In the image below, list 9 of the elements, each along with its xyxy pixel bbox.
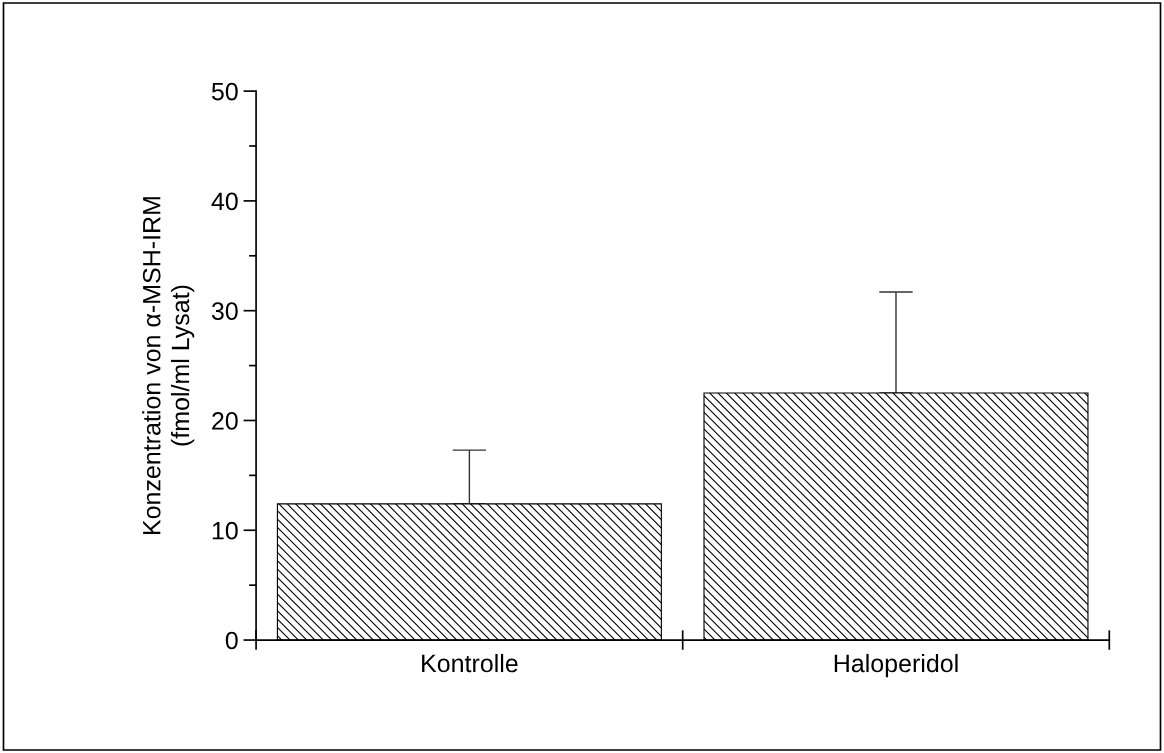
y-tick-label: 40 [211,192,238,211]
x-tick-label: Kontrolle [422,653,518,673]
y-axis-title: Konzentration von α-MSH-IRM (fmol/ml Lysat) [142,197,195,534]
y-tick-label: 10 [212,521,238,540]
y-tick-label: 50 [211,82,238,101]
y-tick-label: 0 [225,631,238,650]
y-tick-label: 30 [211,302,238,320]
y-tick-label: 20 [212,412,238,430]
x-tick-label: Haloperidol [834,653,958,678]
